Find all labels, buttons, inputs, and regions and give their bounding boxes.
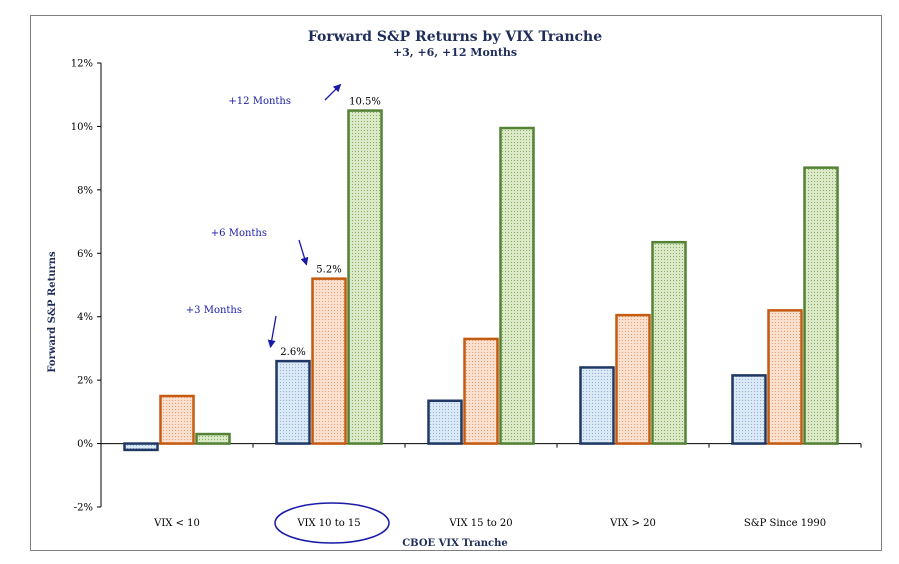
annotations: +3 Months +6 Months +12 Months	[186, 83, 342, 349]
bar	[803, 166, 839, 445]
bar	[195, 432, 231, 445]
bar-chart: Forward S&P Returns by VIX Tranche +3, +…	[47, 29, 862, 549]
bar	[767, 309, 803, 445]
data-label: 2.6%	[280, 347, 305, 358]
y-tick-label: -2%	[74, 503, 93, 514]
bar	[347, 109, 383, 445]
y-tick-label: 8%	[77, 185, 93, 196]
annotation-label: +6 Months	[211, 228, 267, 239]
bar	[275, 359, 311, 445]
bar	[427, 399, 463, 445]
bar	[311, 277, 347, 445]
data-labels: 2.6% 5.2% 10.5%	[280, 97, 381, 359]
bar	[615, 313, 651, 445]
annotation-arrow	[324, 83, 342, 101]
x-tick-label: VIX > 20	[609, 518, 656, 529]
bar	[651, 240, 687, 445]
annotation-arrow	[267, 315, 277, 349]
x-axis-label: CBOE VIX Tranche	[402, 538, 508, 549]
annotation-label: +3 Months	[186, 305, 242, 316]
x-tick-label: S&P Since 1990	[744, 518, 826, 529]
bar	[123, 442, 159, 452]
y-tick-label: 10%	[71, 122, 93, 133]
bar	[159, 394, 195, 445]
y-tick-label: 2%	[77, 376, 93, 387]
data-label: 5.2%	[316, 265, 341, 276]
x-tick-label: VIX 10 to 15	[296, 518, 360, 529]
bar	[731, 374, 767, 445]
y-tick-label: 12%	[71, 59, 93, 70]
y-tick-label: 4%	[77, 312, 93, 323]
bar	[579, 366, 615, 445]
y-axis-label: Forward S&P Returns	[47, 251, 58, 373]
annotation-label: +12 Months	[228, 96, 291, 107]
chart-frame: Forward S&P Returns by VIX Tranche +3, +…	[30, 15, 882, 551]
chart-title: Forward S&P Returns by VIX Tranche	[308, 29, 602, 45]
highlight-ellipse	[274, 502, 390, 544]
bar	[463, 337, 499, 445]
bar	[499, 126, 535, 445]
y-tick-label: 6%	[77, 249, 93, 260]
annotation-arrow	[298, 239, 309, 266]
data-label: 10.5%	[349, 97, 381, 108]
x-tick-label: VIX < 10	[153, 518, 200, 529]
axes: -2% 0% 2% 4% 6% 8% 10% 12% VIX < 10 VIX 10 to 15 V…	[71, 59, 862, 529]
x-tick-label: VIX 15 to 20	[448, 518, 512, 529]
bars	[123, 109, 839, 452]
chart-subtitle: +3, +6, +12 Months	[393, 46, 517, 59]
y-tick-label: 0%	[77, 439, 93, 450]
